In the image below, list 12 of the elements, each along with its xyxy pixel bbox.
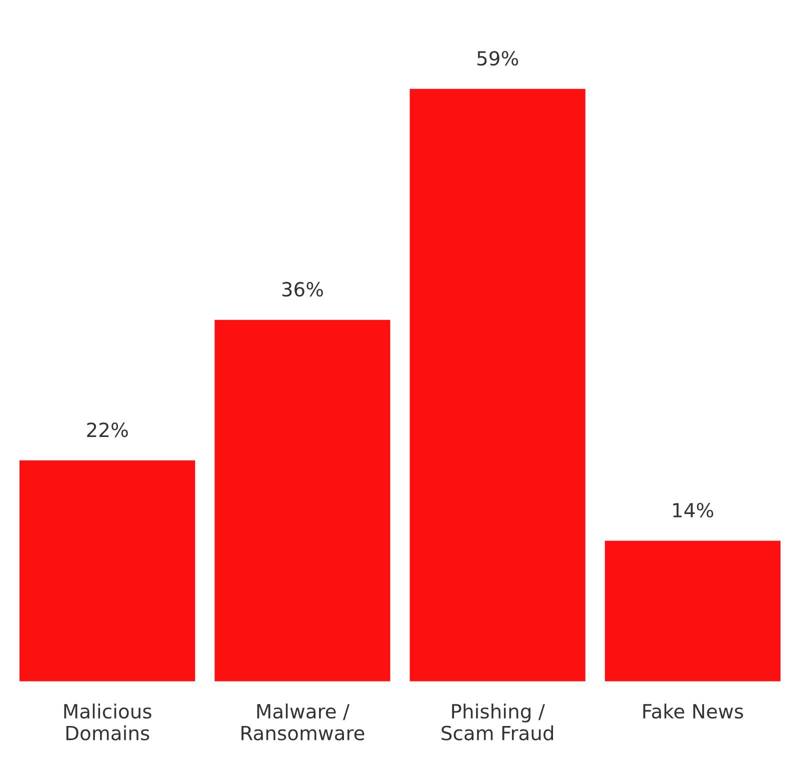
- bar: [410, 88, 586, 682]
- data-label: 36%: [282, 282, 323, 297]
- x-tick-label: Malware / Ransomware: [242, 704, 364, 740]
- x-tick-label: Malicious Domains: [64, 704, 152, 740]
- x-tick-label: Phishing / Scam Fraud: [442, 704, 554, 740]
- data-label: 22%: [87, 422, 128, 438]
- bar: [604, 540, 780, 682]
- bar: [20, 460, 196, 682]
- bar: [214, 320, 390, 682]
- x-tick-label: Fake News: [643, 704, 744, 719]
- data-label: 14%: [673, 502, 714, 518]
- data-label: 59%: [477, 50, 518, 66]
